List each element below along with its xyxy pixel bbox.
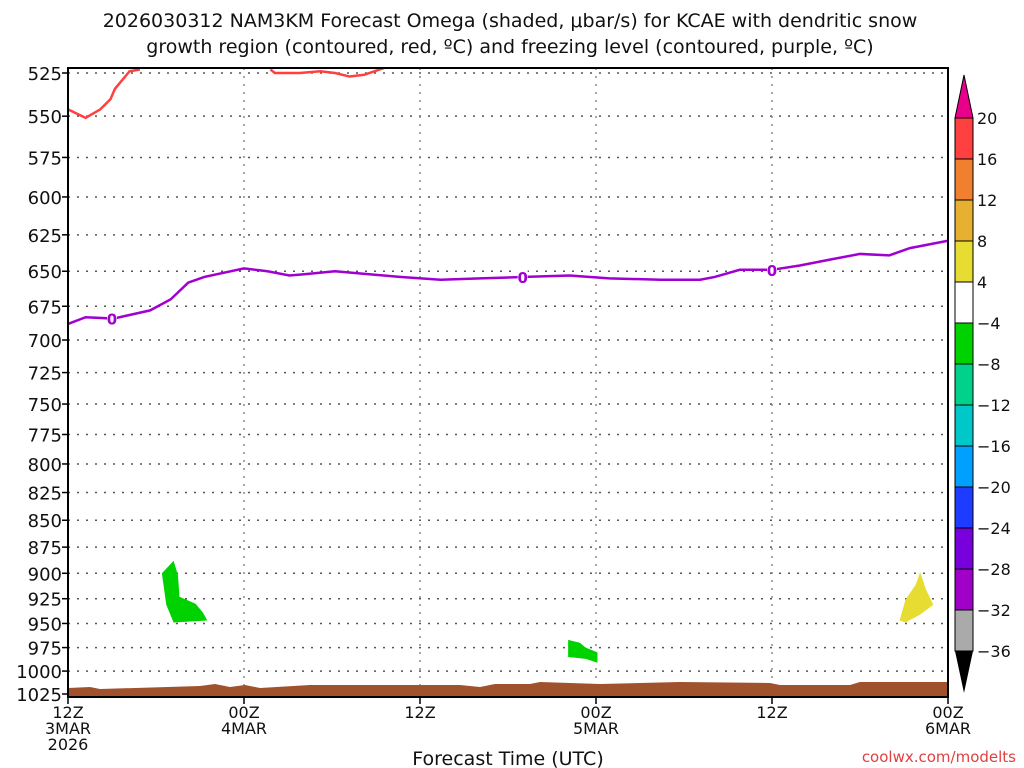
dendritic-growth-contour bbox=[269, 68, 386, 78]
colorbar: 20 16 12 8 4 −4 −8 −12 −16 −20 −24 −28 −32 −36 bbox=[954, 74, 1011, 693]
grid bbox=[68, 68, 948, 697]
terrain-surface bbox=[68, 682, 948, 697]
y-tick-label: 650 bbox=[28, 262, 62, 283]
y-axis-ticks: 525 550 575 600 625 650 675 700 725 750 775 800 825 8… bbox=[16, 64, 68, 706]
freezing-level-label: 0 bbox=[767, 262, 777, 280]
chart-title-line1: 2026030312 NAM3KM Forecast Omega (shaded… bbox=[103, 10, 918, 32]
colorbar-label: 20 bbox=[977, 109, 997, 128]
colorbar-label: 12 bbox=[977, 191, 997, 210]
y-tick-label: 775 bbox=[28, 425, 62, 446]
colorbar-box bbox=[954, 404, 974, 447]
y-tick-label: 950 bbox=[28, 614, 62, 635]
x-tick-label: 12Z bbox=[756, 703, 787, 722]
colorbar-box bbox=[954, 445, 974, 488]
credit-text: coolwx.com/modelts bbox=[862, 748, 1016, 766]
omega-shaded-areas bbox=[161, 560, 934, 663]
y-tick-label: 750 bbox=[28, 395, 62, 416]
x-tick-label: 4MAR bbox=[221, 719, 267, 738]
omega-shaded-region bbox=[568, 639, 598, 663]
x-tick-label: 00Z bbox=[228, 703, 259, 722]
omega-shaded-region bbox=[161, 560, 208, 623]
x-tick-label: 6MAR bbox=[925, 719, 971, 738]
colorbar-bottom-arrow bbox=[955, 651, 973, 693]
colorbar-box bbox=[954, 117, 974, 160]
y-tick-label: 575 bbox=[28, 148, 62, 169]
colorbar-label: −28 bbox=[977, 560, 1011, 579]
freezing-level-line bbox=[67, 239, 949, 326]
y-tick-label: 800 bbox=[28, 455, 62, 476]
colorbar-box bbox=[954, 568, 974, 611]
freezing-level-label: 0 bbox=[517, 269, 527, 287]
terrain bbox=[68, 682, 948, 697]
y-tick-label: 725 bbox=[28, 364, 62, 385]
y-tick-label: 875 bbox=[28, 538, 62, 559]
colorbar-box bbox=[954, 322, 974, 365]
x-tick-label: 00Z bbox=[580, 703, 611, 722]
x-tick-label: 3MAR bbox=[45, 719, 91, 738]
colorbar-label: 8 bbox=[977, 232, 987, 251]
colorbar-box bbox=[954, 609, 974, 652]
x-tick-label: 00Z bbox=[932, 703, 963, 722]
y-tick-label: 600 bbox=[28, 188, 62, 209]
y-tick-label: 1025 bbox=[16, 685, 62, 706]
colorbar-box bbox=[954, 240, 974, 283]
x-tick-label: 12Z bbox=[52, 703, 83, 722]
colorbar-box bbox=[954, 527, 974, 570]
colorbar-label: −32 bbox=[977, 601, 1011, 620]
chart-title-line2: growth region (contoured, red, ºC) and f… bbox=[146, 36, 873, 58]
y-tick-label: 825 bbox=[28, 484, 62, 505]
y-tick-label: 925 bbox=[28, 590, 62, 611]
colorbar-box bbox=[954, 363, 974, 406]
colorbar-box bbox=[954, 199, 974, 242]
y-tick-label: 1000 bbox=[16, 662, 62, 683]
y-tick-label: 975 bbox=[28, 639, 62, 660]
colorbar-label: −4 bbox=[977, 314, 1001, 333]
colorbar-box bbox=[954, 486, 974, 529]
x-tick-label: 12Z bbox=[404, 703, 435, 722]
plot-frame bbox=[67, 67, 949, 698]
y-tick-label: 675 bbox=[28, 297, 62, 318]
x-tick-label: 2026 bbox=[48, 735, 89, 754]
colorbar-label: 16 bbox=[977, 150, 997, 169]
x-tick-label: 5MAR bbox=[573, 719, 619, 738]
colorbar-top-arrow bbox=[954, 74, 974, 119]
colorbar-label: −16 bbox=[977, 437, 1011, 456]
dendritic-growth-contour bbox=[68, 68, 141, 120]
y-tick-label: 850 bbox=[28, 511, 62, 532]
contour-label-bg bbox=[517, 268, 528, 285]
contour-lines: 0 0 0 bbox=[67, 68, 949, 329]
colorbar-label: −8 bbox=[977, 355, 1001, 374]
colorbar-label: −36 bbox=[977, 642, 1011, 661]
colorbar-label: 4 bbox=[977, 273, 987, 292]
colorbar-label: −24 bbox=[977, 519, 1011, 538]
contour-label-bg bbox=[767, 261, 777, 278]
colorbar-box bbox=[954, 281, 974, 324]
x-axis-label: Forecast Time (UTC) bbox=[412, 748, 603, 768]
colorbar-box bbox=[954, 158, 974, 201]
omega-shaded-region bbox=[899, 572, 934, 623]
y-tick-label: 625 bbox=[28, 226, 62, 247]
y-tick-label: 700 bbox=[28, 331, 62, 352]
y-tick-label: 900 bbox=[28, 564, 62, 585]
colorbar-label: −20 bbox=[977, 478, 1011, 497]
freezing-level-label: 0 bbox=[107, 311, 117, 329]
y-tick-label: 525 bbox=[28, 64, 62, 85]
y-tick-label: 550 bbox=[28, 107, 62, 128]
contour-label-bg bbox=[107, 310, 117, 327]
colorbar-label: −12 bbox=[977, 396, 1011, 415]
